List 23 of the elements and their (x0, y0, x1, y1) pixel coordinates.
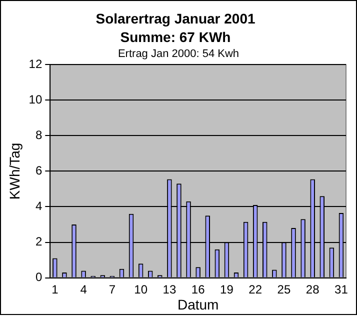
y-tick-label: 4 (35, 199, 42, 214)
x-tick-label: 19 (220, 282, 234, 296)
y-tick-label: 2 (35, 234, 42, 249)
text: Ertrag Jan 2000: 54 Kwh (118, 48, 240, 60)
y-tick-label: 0 (35, 270, 42, 284)
x-tick-label: 13 (162, 282, 176, 296)
x-tick-label: 28 (306, 282, 320, 296)
x-tick-label: 1 (52, 282, 59, 296)
y-axis-title: KWh/Tag (6, 142, 22, 200)
x-tick-label: 31 (334, 282, 348, 296)
chart-title: Solarertrag Januar 2001 (96, 10, 256, 26)
x-tick-label: 7 (108, 282, 116, 296)
x-tick-label: 4 (80, 282, 88, 296)
y-tick-label: 6 (35, 164, 42, 178)
x-tick-label: 25 (277, 282, 291, 296)
x-axis-title: Datum (177, 296, 219, 312)
x-tick-label: 10 (134, 282, 148, 296)
chart-subtitle: Summe: 67 KWh (120, 29, 231, 46)
x-tick-label: 16 (191, 282, 206, 296)
x-tick-label: 22 (248, 282, 262, 296)
y-tick-label: 8 (35, 128, 42, 142)
y-tick-label: 10 (28, 92, 42, 106)
y-tick-label: 12 (28, 56, 42, 71)
